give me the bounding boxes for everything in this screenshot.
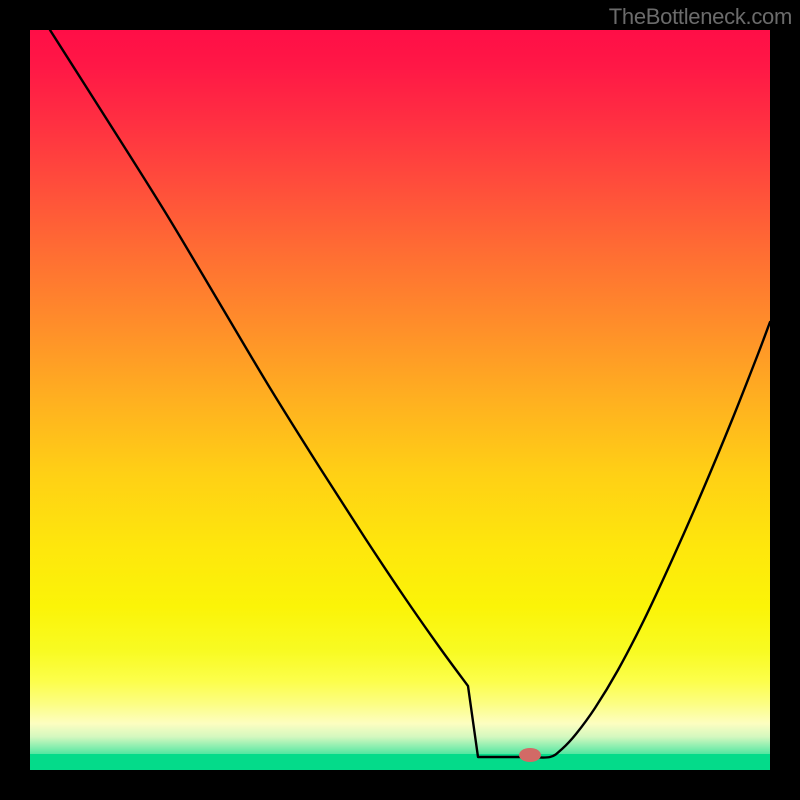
curve-minimum-marker <box>519 748 541 762</box>
chart-plot-area <box>30 30 770 770</box>
attribution-text: TheBottleneck.com <box>609 4 792 30</box>
chart-background <box>30 30 770 770</box>
chart-frame: TheBottleneck.com <box>0 0 800 800</box>
chart-svg <box>30 30 770 770</box>
chart-bottom-bar <box>30 754 770 770</box>
